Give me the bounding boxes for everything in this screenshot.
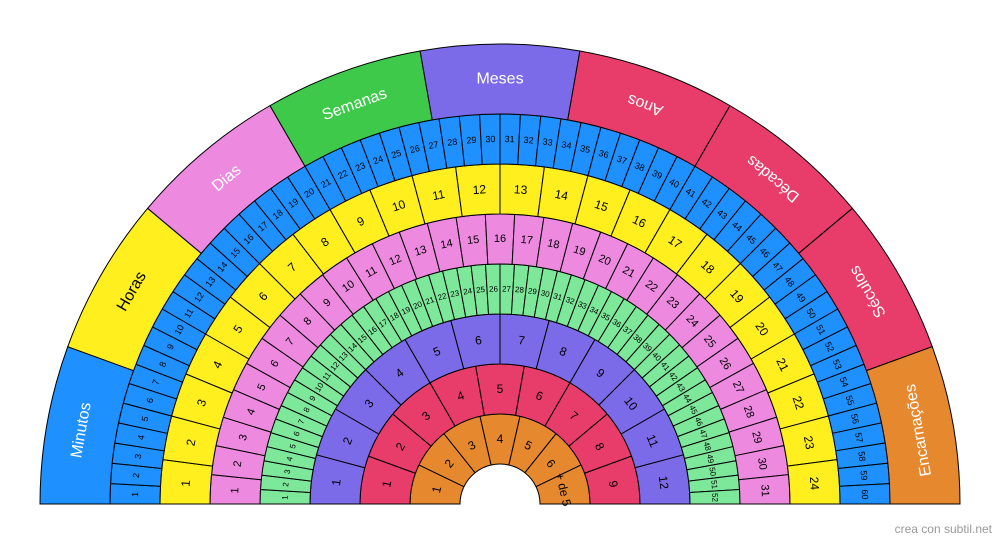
- ring-blue-label: 30: [485, 134, 495, 144]
- radial-chart: 123456+ de 51234567891234567891011121234…: [0, 0, 1000, 540]
- ring-yellow-label: 13: [513, 182, 528, 197]
- ring-green-label: 1: [281, 495, 290, 500]
- ring-yellow-label: 1: [178, 479, 192, 487]
- ring-yellow-label: 24: [807, 476, 822, 491]
- ring-green-label: 52: [710, 493, 719, 503]
- ring-blue-label: 29: [466, 135, 477, 146]
- ring-blue-label: 60: [860, 489, 870, 499]
- ring-green-label: 28: [515, 285, 525, 295]
- ring-blue-label: 2: [131, 472, 141, 478]
- ring-green-label: 26: [489, 284, 499, 293]
- ring-red-label: 5: [497, 382, 504, 396]
- ring-green-label: 27: [502, 284, 512, 293]
- ring-blue-label: 34: [561, 139, 573, 151]
- category-label: Meses: [476, 71, 523, 88]
- ring-yellow-label: 12: [472, 182, 487, 197]
- ring-orange-label: 4: [497, 432, 504, 446]
- ring-blue-label: 31: [504, 134, 514, 144]
- ring-pink-label: 15: [466, 234, 479, 247]
- footer-credit: crea con subtil.net: [895, 522, 992, 536]
- ring-pink-label: 18: [546, 237, 560, 251]
- ring-pink-label: 14: [439, 237, 453, 251]
- ring-blue-label: 58: [856, 451, 867, 462]
- ring-blue-label: 27: [428, 139, 440, 151]
- ring-blue-label: 33: [542, 137, 553, 148]
- ring-blue-label: 28: [447, 137, 458, 148]
- ring-pink-label: 16: [494, 233, 506, 245]
- ring-pink-label: 31: [758, 484, 771, 497]
- ring-blue-label: 57: [853, 432, 865, 444]
- ring-pink-label: 17: [520, 234, 533, 247]
- ring-blue-label: 1: [130, 492, 140, 497]
- ring-purple-label: 12: [656, 475, 672, 490]
- ring-blue-label: 59: [858, 470, 869, 481]
- ring-pink-label: 1: [229, 487, 241, 494]
- ring-green-label: 51: [709, 480, 719, 490]
- ring-pink-label: 30: [755, 457, 769, 471]
- ring-blue-label: 32: [523, 135, 534, 146]
- ring-green-label: 25: [476, 285, 486, 295]
